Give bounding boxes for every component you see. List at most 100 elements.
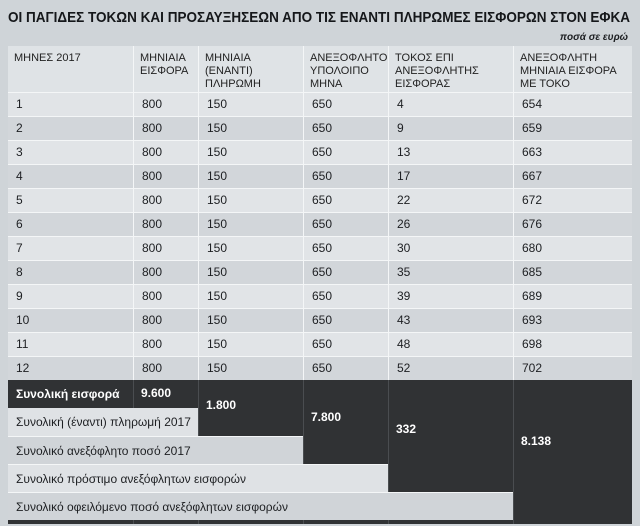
table-cell: 7 (16, 241, 23, 255)
summary-divider (388, 380, 389, 524)
table-cell: 650 (303, 92, 388, 116)
note: ποσά σε ευρώ (559, 32, 628, 43)
summary-label: Συνολικό οφειλόμενο ποσό ανεξόφλητων εισ… (8, 492, 513, 520)
table-cell: 650 (303, 236, 388, 260)
summary-value: 9.600 (141, 386, 172, 400)
table-cell: 650 (303, 332, 388, 356)
table-cell: 150 (198, 116, 303, 140)
table-cell: 39 (388, 284, 513, 308)
table-cell: 8 (16, 265, 23, 279)
table-cell: 800 (133, 284, 198, 308)
table-cell: 659 (513, 116, 632, 140)
row-bg (8, 116, 632, 140)
summary-label: Συνολική (έναντι) πληρωμή 2017 (8, 408, 198, 436)
table-cell: 650 (303, 260, 388, 284)
table-cell: 43 (388, 308, 513, 332)
table-cell: 800 (133, 236, 198, 260)
table-cell: 13 (388, 140, 513, 164)
table-cell: 800 (133, 92, 198, 116)
table-cell: 6 (16, 217, 23, 231)
header-cell: ΑΝΕΞΟΦΛΗΤΟ ΥΠΟΛΟΙΠΟ ΜΗΝΑ (303, 46, 388, 92)
header-bg (8, 46, 632, 92)
table-cell: 150 (198, 236, 303, 260)
header-cell: ΑΝΕΞΟΦΛΗΤΗ ΜΗΝΙΑΙΑ ΕΙΣΦΟΡΑ ΜΕ ΤΟΚΟ (513, 46, 632, 92)
table-cell: 800 (133, 332, 198, 356)
title: ΟΙ ΠΑΓΙΔΕΣ ΤΟΚΩΝ ΚΑΙ ΠΡΟΣΑΥΞΗΣΕΩΝ ΑΠΟ ΤΙ… (8, 9, 630, 26)
table-cell: 3 (16, 145, 23, 159)
table-cell: 150 (198, 356, 303, 380)
table-cell: 689 (513, 284, 632, 308)
table-cell: 685 (513, 260, 632, 284)
table-cell: 150 (198, 332, 303, 356)
table-cell: 4 (16, 169, 23, 183)
header-cell: ΜΗΝΙΑΙΑ (ΕΝΑΝΤΙ) ΠΛΗΡΩΜΗ (198, 46, 303, 92)
table-cell: 650 (303, 212, 388, 236)
table-cell: 650 (303, 284, 388, 308)
table-cell: 698 (513, 332, 632, 356)
row-bg (8, 188, 632, 212)
table-cell: 150 (198, 308, 303, 332)
table-cell: 4 (388, 92, 513, 116)
table-cell: 800 (133, 260, 198, 284)
title-bar: ΟΙ ΠΑΓΙΔΕΣ ΤΟΚΩΝ ΚΑΙ ΠΡΟΣΑΥΞΗΣΕΩΝ ΑΠΟ ΤΙ… (8, 9, 630, 26)
summary-value: 1.800 (206, 398, 237, 412)
summary-value: 7.800 (311, 410, 342, 424)
table-cell: 30 (388, 236, 513, 260)
row-bg (8, 212, 632, 236)
table-cell: 650 (303, 116, 388, 140)
table-cell: 800 (133, 116, 198, 140)
table-cell: 800 (133, 212, 198, 236)
table-cell: 800 (133, 140, 198, 164)
row-bg (8, 164, 632, 188)
table-cell: 650 (303, 164, 388, 188)
summary-value: 332 (396, 422, 417, 436)
row-bg (8, 284, 632, 308)
summary-divider (513, 380, 514, 524)
table-cell: 150 (198, 260, 303, 284)
table-cell: 667 (513, 164, 632, 188)
summary-label: Συνολικό ανεξόφλητο ποσό 2017 (8, 436, 303, 464)
table-cell: 9 (388, 116, 513, 140)
row-bg (8, 308, 632, 332)
table-cell: 693 (513, 308, 632, 332)
table-cell: 650 (303, 308, 388, 332)
table-cell: 5 (16, 193, 23, 207)
table-cell: 26 (388, 212, 513, 236)
table-cell: 9 (16, 289, 23, 303)
row-bg (8, 332, 632, 356)
header-cell: ΜΗΝΕΣ 2017 (14, 52, 81, 64)
table-cell: 650 (303, 140, 388, 164)
table-cell: 52 (388, 356, 513, 380)
row-bg (8, 92, 632, 116)
table-cell: 650 (303, 188, 388, 212)
row-bg (8, 140, 632, 164)
table-cell: 663 (513, 140, 632, 164)
table-cell: 672 (513, 188, 632, 212)
table-cell: 1 (16, 97, 23, 111)
table-cell: 650 (303, 356, 388, 380)
table-cell: 800 (133, 164, 198, 188)
table-cell: 654 (513, 92, 632, 116)
table-cell: 800 (133, 356, 198, 380)
table-cell: 150 (198, 164, 303, 188)
table-cell: 150 (198, 212, 303, 236)
table-cell: 35 (388, 260, 513, 284)
table-cell: 10 (16, 313, 30, 327)
table-cell: 150 (198, 188, 303, 212)
row-bg (8, 260, 632, 284)
header-cell: ΜΗΝΙΑΙΑ ΕΙΣΦΟΡΑ (133, 46, 198, 92)
table-cell: 17 (388, 164, 513, 188)
table-cell: 48 (388, 332, 513, 356)
header-cell: ΤΟΚΟΣ ΕΠΙ ΑΝΕΞΟΦΛΗΤΗΣ ΕΙΣΦΟΡΑΣ (388, 46, 513, 92)
table-cell: 676 (513, 212, 632, 236)
row-bg (8, 236, 632, 260)
table-cell: 800 (133, 188, 198, 212)
table-cell: 150 (198, 284, 303, 308)
table-cell: 11 (16, 337, 29, 351)
summary-value: 8.138 (521, 434, 552, 448)
table-cell: 12 (16, 361, 30, 375)
summary-label: Συνολικό πρόστιμο ανεξόφλητων εισφορών (8, 464, 388, 492)
summary-label: Συνολική εισφορά (8, 380, 133, 408)
summary-divider (303, 380, 304, 524)
